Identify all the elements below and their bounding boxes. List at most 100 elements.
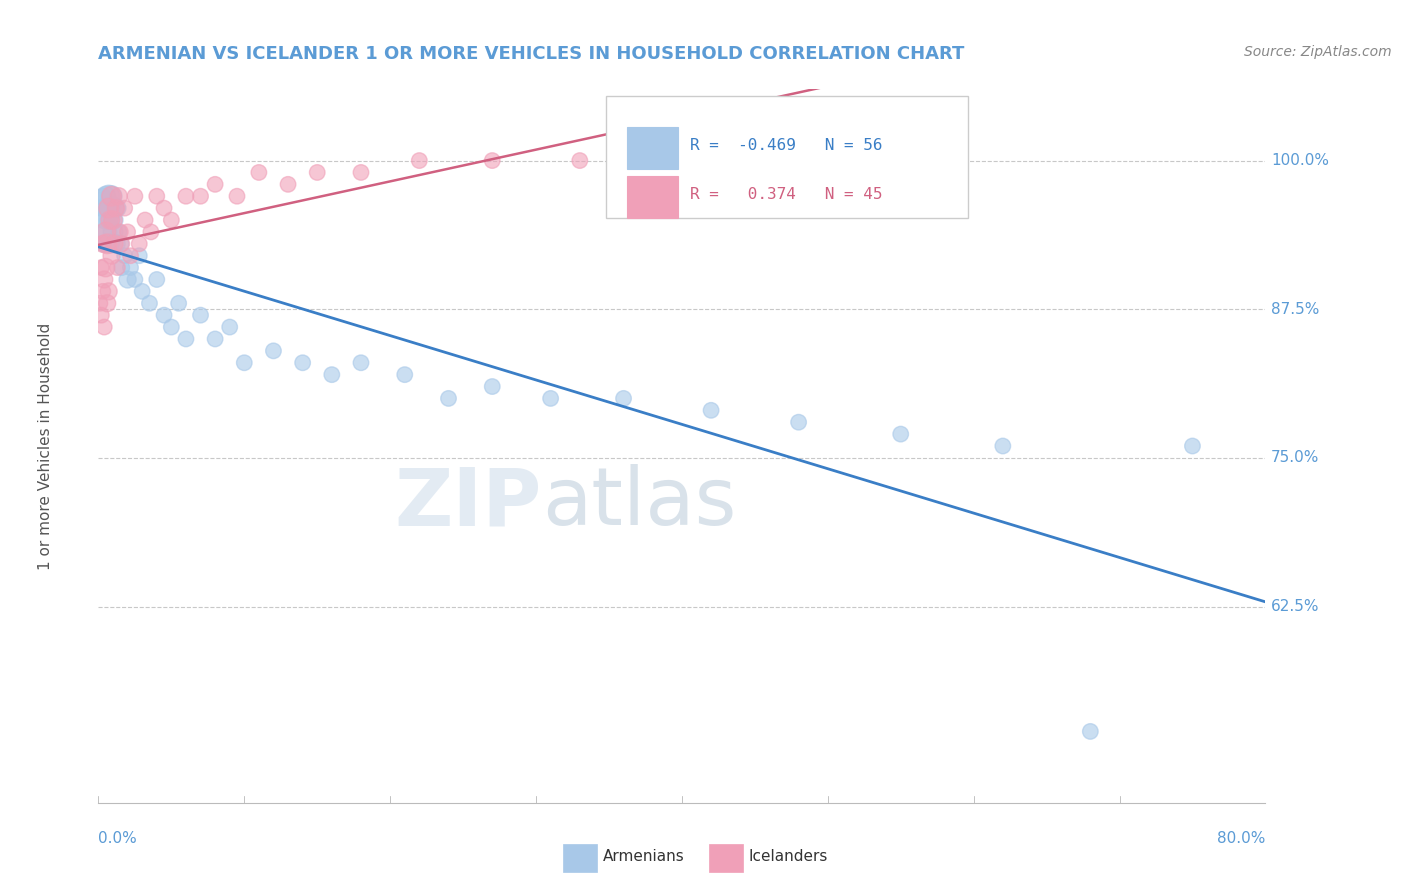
Point xyxy=(174,332,197,346)
Point xyxy=(117,272,139,286)
Point xyxy=(291,356,314,370)
Point xyxy=(233,356,256,370)
Point xyxy=(204,332,226,346)
Point xyxy=(90,260,112,275)
Point xyxy=(146,189,169,203)
Point xyxy=(111,236,134,251)
FancyBboxPatch shape xyxy=(606,96,967,218)
Point xyxy=(204,178,226,192)
Point xyxy=(108,189,131,203)
Point xyxy=(91,189,114,203)
Point xyxy=(612,392,634,406)
Point xyxy=(128,236,150,251)
Point xyxy=(100,249,122,263)
Point xyxy=(98,236,121,251)
Point xyxy=(277,178,299,192)
Point xyxy=(100,213,122,227)
Text: Source: ZipAtlas.com: Source: ZipAtlas.com xyxy=(1244,45,1392,59)
Point xyxy=(700,403,723,417)
Text: 100.0%: 100.0% xyxy=(1271,153,1329,168)
FancyBboxPatch shape xyxy=(627,127,679,169)
Point xyxy=(94,260,117,275)
Point xyxy=(218,320,240,334)
Point xyxy=(97,213,120,227)
Point xyxy=(247,165,270,179)
Point xyxy=(110,236,132,251)
Point xyxy=(94,213,117,227)
Point xyxy=(97,189,120,203)
Point xyxy=(91,285,114,299)
Point xyxy=(108,225,131,239)
Point xyxy=(117,225,139,239)
Point xyxy=(167,296,190,310)
Point xyxy=(787,415,810,429)
Point xyxy=(100,189,122,203)
Point xyxy=(91,236,114,251)
Point xyxy=(160,213,183,227)
Text: ARMENIAN VS ICELANDER 1 OR MORE VEHICLES IN HOUSEHOLD CORRELATION CHART: ARMENIAN VS ICELANDER 1 OR MORE VEHICLES… xyxy=(98,45,965,62)
Point xyxy=(96,201,118,215)
Point xyxy=(890,427,912,442)
Point xyxy=(101,201,124,215)
Text: 1 or more Vehicles in Household: 1 or more Vehicles in Household xyxy=(38,322,53,570)
Point xyxy=(540,392,562,406)
FancyBboxPatch shape xyxy=(562,844,596,872)
Point xyxy=(568,153,591,168)
Text: R =   0.374   N = 45: R = 0.374 N = 45 xyxy=(690,187,883,202)
Point xyxy=(97,201,120,215)
Point xyxy=(93,201,115,215)
Point xyxy=(111,260,134,275)
Point xyxy=(90,213,112,227)
Point xyxy=(105,201,128,215)
Point xyxy=(91,236,114,251)
Point xyxy=(1181,439,1204,453)
Text: ZIP: ZIP xyxy=(395,464,541,542)
Point xyxy=(262,343,284,358)
Text: 80.0%: 80.0% xyxy=(1218,831,1265,847)
Point xyxy=(103,213,125,227)
Point xyxy=(671,165,693,179)
Point xyxy=(394,368,416,382)
Point xyxy=(321,368,343,382)
Point xyxy=(90,308,112,322)
Point xyxy=(146,272,169,286)
Point xyxy=(103,236,125,251)
Point xyxy=(190,189,212,203)
Text: 0.0%: 0.0% xyxy=(98,831,138,847)
Point xyxy=(98,213,121,227)
Point xyxy=(138,296,160,310)
Point xyxy=(104,236,127,251)
Point xyxy=(94,236,117,251)
FancyBboxPatch shape xyxy=(709,844,742,872)
Point xyxy=(101,213,124,227)
Point xyxy=(437,392,460,406)
Text: 62.5%: 62.5% xyxy=(1271,599,1320,614)
Point xyxy=(134,213,156,227)
Point xyxy=(89,201,111,215)
Point xyxy=(350,356,373,370)
Point xyxy=(101,225,124,239)
Point xyxy=(408,153,430,168)
Point xyxy=(153,308,176,322)
Point xyxy=(128,249,150,263)
Point xyxy=(94,225,117,239)
Point xyxy=(105,260,128,275)
Point xyxy=(350,165,373,179)
Point xyxy=(98,201,121,215)
Point xyxy=(104,201,127,215)
Point xyxy=(481,379,503,393)
Point xyxy=(190,308,212,322)
Point xyxy=(120,260,142,275)
Text: R =  -0.469   N = 56: R = -0.469 N = 56 xyxy=(690,138,883,153)
Text: 87.5%: 87.5% xyxy=(1271,301,1320,317)
Point xyxy=(100,189,122,203)
Text: 75.0%: 75.0% xyxy=(1271,450,1320,466)
Point xyxy=(481,153,503,168)
Point xyxy=(160,320,183,334)
Text: Icelanders: Icelanders xyxy=(748,849,828,863)
Point xyxy=(93,320,115,334)
Point xyxy=(110,225,132,239)
Point xyxy=(94,189,117,203)
Point xyxy=(1080,724,1102,739)
Point xyxy=(139,225,162,239)
